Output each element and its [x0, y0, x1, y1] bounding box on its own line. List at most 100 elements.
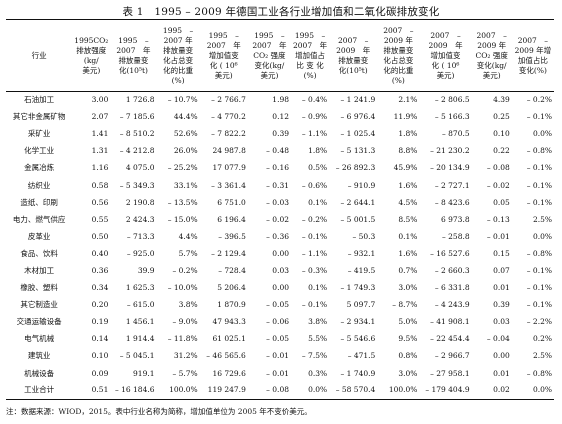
value-cell: – 2 806.5 — [434, 95, 470, 105]
table-row: 造纸、印刷 0.56 2 190.8 – 13.5% 6 751.0 – 0.03 0.1%… — [6, 194, 554, 211]
value-cell: 61 025.1 — [212, 334, 246, 344]
column-header: 1995 – 2007 年 CO₂ 强度 变化(kg/ 美元) — [247, 19, 291, 92]
value-cell: – 1 241.9 — [340, 95, 376, 105]
column-header: 2007 – 2009 年 排放量变 化占总变 化的比重 (%) — [377, 19, 420, 92]
value-cell: – 0.01 — [266, 351, 289, 361]
value-cell: – 4 243.9 — [434, 300, 470, 310]
value-cell: 1 456.1 — [125, 317, 155, 327]
industry-cell: 纺织业 — [27, 180, 51, 190]
column-header: 2007 – 2009 年 排放量变 化(10⁵t) — [329, 19, 378, 92]
value-cell: – 0.03 — [266, 197, 289, 207]
value-cell: – 16 184.6 — [110, 382, 157, 400]
value-cell: – 0.08 — [247, 382, 291, 400]
value-cell: 6 973.8 — [440, 214, 470, 224]
table-row: 化学工业 1.31 – 4 212.8 26.0% 24 987.8 – 0.48 1.8%… — [6, 143, 554, 160]
value-cell: – 50.3 — [352, 231, 376, 241]
value-cell: 0.34 — [91, 283, 109, 293]
column-header: 行业 — [6, 19, 73, 92]
value-cell: 100.0% — [377, 382, 420, 400]
value-cell: – 0.8% — [526, 368, 552, 378]
value-cell: – 728.4 — [218, 265, 246, 275]
value-cell: 0.14 — [91, 334, 109, 344]
value-cell: 0.58 — [91, 180, 109, 190]
value-cell: 0.39 — [493, 300, 510, 310]
value-cell: 5 206.4 — [217, 283, 246, 293]
industry-cell: 造纸、印刷 — [20, 197, 58, 207]
value-cell: 6 751.0 — [217, 197, 246, 207]
value-cell: 0.0% — [532, 129, 552, 139]
value-cell: 2.07 — [91, 112, 109, 122]
value-cell: – 1 025.4 — [340, 129, 376, 139]
value-cell: 0.36 — [91, 265, 109, 275]
value-cell: – 8 510.2 — [119, 129, 155, 139]
value-cell: 0.01 — [493, 368, 510, 378]
value-cell: – 0.3% — [301, 265, 328, 275]
table-row: 采矿业 1.41 – 8 510.2 52.6% – 7 822.2 0.39 – 1.1%… — [6, 126, 554, 143]
value-cell: – 870.5 — [442, 129, 470, 139]
value-cell: – 6 976.4 — [340, 112, 376, 122]
value-cell: 1.8% — [308, 146, 328, 156]
value-cell: 47 943.3 — [212, 317, 246, 327]
value-cell: – 20 134.9 — [430, 163, 470, 173]
value-cell: 2.5% — [532, 214, 552, 224]
industry-cell: 金属冶炼 — [24, 163, 55, 173]
value-cell: 119 247.9 — [199, 382, 248, 400]
value-cell: 2.1% — [398, 95, 418, 105]
value-cell: 24 987.8 — [212, 146, 246, 156]
value-cell: 0.50 — [91, 231, 109, 241]
value-cell: – 0.04 — [486, 334, 510, 344]
column-header: 1995 – 2007 年 增加值变 化 ( 10⁶ 美元) — [199, 19, 248, 92]
value-cell: – 16 527.6 — [430, 248, 470, 258]
value-cell: 1 726.8 — [125, 95, 155, 105]
value-cell: – 0.2% — [172, 265, 198, 275]
column-header: 1995 – 2007 年 排放量变 化(10⁵t) — [110, 19, 157, 92]
value-cell: – 5.7% — [172, 368, 198, 378]
value-cell: – 2.2% — [526, 317, 552, 327]
table-row: 金属冶炼 1.16 4 075.0 – 25.2% 17 077.9 – 0.16 0.5%… — [6, 160, 554, 177]
value-cell: 1.98 — [272, 95, 289, 105]
value-cell: 16 729.6 — [212, 368, 246, 378]
value-cell: – 9.0% — [172, 317, 198, 327]
value-cell: – 1.1% — [301, 248, 328, 258]
value-cell: 5 097.7 — [346, 300, 376, 310]
value-cell: – 5 131.3 — [340, 146, 376, 156]
industry-cell: 采矿业 — [27, 129, 51, 139]
value-cell: – 0.9% — [301, 112, 328, 122]
value-cell: 0.0% — [532, 231, 552, 241]
table-row: 工业合计 0.51– 16 184.6 100.0% 119 247.9– 0.08 0… — [6, 382, 554, 400]
value-cell: – 0.1% — [526, 265, 552, 275]
value-cell: 5.0% — [398, 317, 418, 327]
value-cell: 0.05 — [493, 197, 510, 207]
value-cell: – 0.8% — [526, 146, 552, 156]
table-row: 交通运输设备 0.19 1 456.1 – 9.0% 47 943.3 – 0.06 3.8… — [6, 314, 554, 331]
value-cell: – 925.0 — [126, 248, 155, 258]
value-cell: – 7.5% — [301, 351, 328, 361]
value-cell: – 58 570.4 — [329, 382, 378, 400]
table-note: 注：数据来源：WIOD，2015。表中行业名称为简称，增加值单位为 2005 年… — [6, 407, 312, 416]
industry-cell: 交通运输设备 — [16, 317, 62, 327]
value-cell: – 1.1% — [301, 129, 328, 139]
value-cell: – 0.4% — [301, 95, 328, 105]
industry-cell: 其它非金属矿物 — [12, 112, 66, 122]
value-cell: – 0.2% — [301, 214, 328, 224]
value-cell: – 46 565.6 — [206, 351, 246, 361]
value-cell: – 6 331.8 — [434, 283, 470, 293]
value-cell: 2 424.3 — [125, 214, 155, 224]
value-cell: – 2 934.1 — [340, 317, 376, 327]
value-cell: – 0.16 — [266, 163, 289, 173]
value-cell: 1.41 — [91, 129, 109, 139]
table-header-row: 行业 1995CO₂ 排放强度 (kg/ 美元) 1995 – 2007 年 排放量… — [6, 19, 554, 92]
value-cell: 0.10 — [91, 351, 109, 361]
value-cell: 11.9% — [393, 112, 418, 122]
value-cell: – 4 212.8 — [119, 146, 155, 156]
table-row: 建筑业 0.10 – 5 045.1 31.2% – 46 565.6 – 0.01 – 7… — [6, 348, 554, 365]
table-row: 纺织业 0.58 – 5 349.3 33.1% – 3 361.4 – 0.31 – 0.… — [6, 177, 554, 194]
value-cell: – 8 423.6 — [434, 197, 470, 207]
industry-cell: 其它制造业 — [20, 300, 58, 310]
value-cell: 0.03 — [493, 317, 510, 327]
value-cell: 52.6% — [173, 129, 198, 139]
industry-cell: 石油加工 — [24, 95, 55, 105]
industry-cell: 橡胶、塑料 — [20, 283, 58, 293]
value-cell: – 1 749.3 — [340, 283, 376, 293]
industry-cell: 食品、饮料 — [20, 248, 58, 258]
